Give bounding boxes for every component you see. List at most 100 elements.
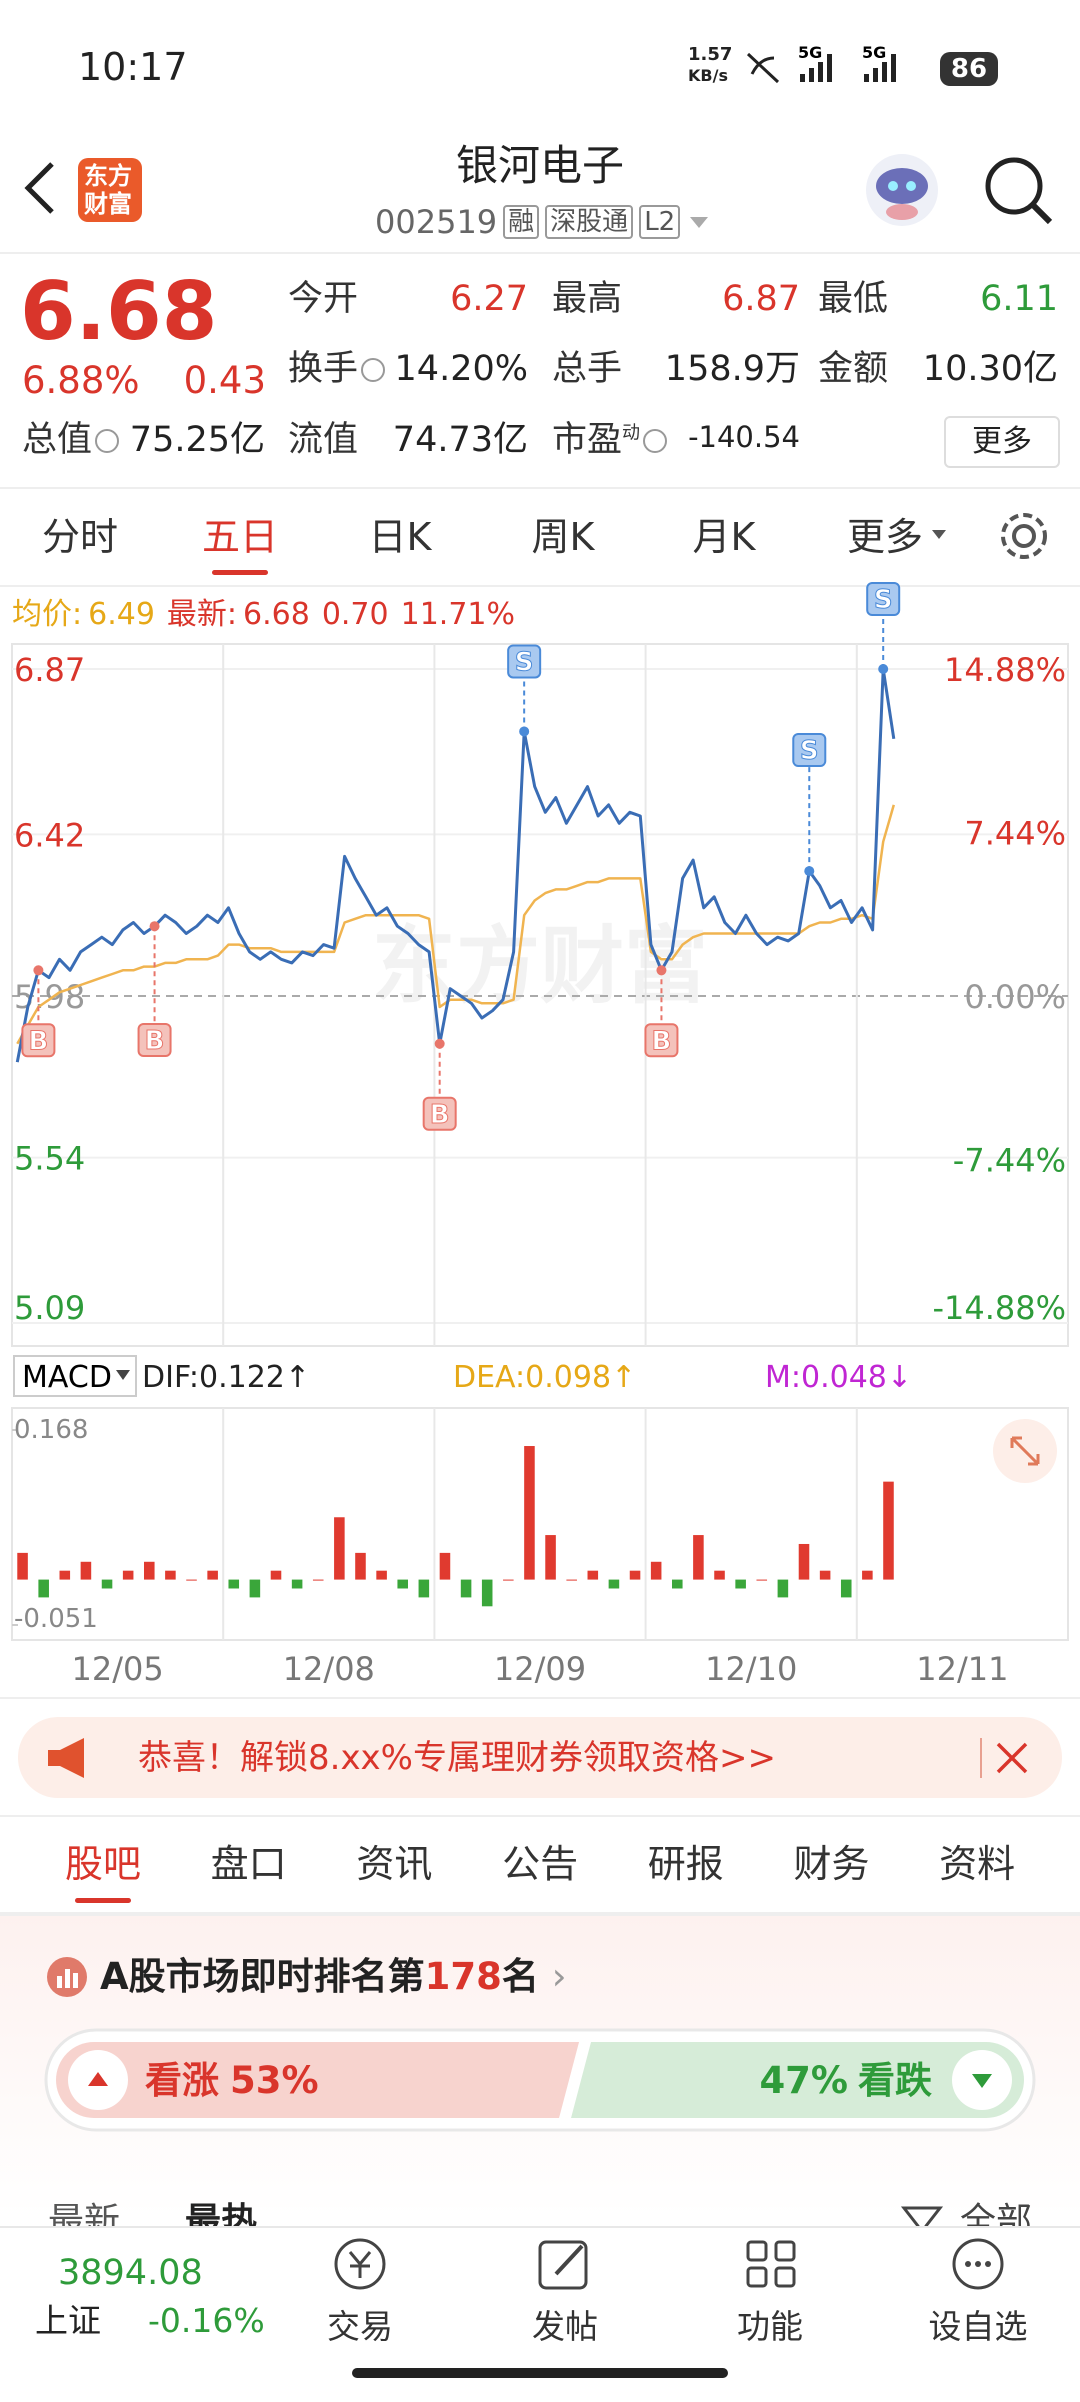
megaphone-icon [48, 1738, 84, 1778]
macd-bar [228, 1579, 240, 1589]
field-label-text: 市盈 [552, 420, 623, 460]
content-tab[interactable]: 资讯 [356, 1842, 433, 1886]
stock-tag: L2 [639, 205, 681, 239]
bull-pct: 53% [230, 2059, 319, 2102]
content-tab[interactable]: 股吧 [64, 1842, 141, 1886]
close-banner[interactable] [994, 1740, 1030, 1776]
period-change-pct: 11.71% [400, 597, 515, 632]
x-tick-label: 12/08 [283, 1650, 375, 1688]
nav-item[interactable]: 设自选 [928, 2307, 1028, 2346]
field-label: 今开 [288, 282, 358, 317]
price-line [16, 804, 896, 1045]
macd-bar [38, 1579, 49, 1598]
macd-bar [144, 1561, 155, 1580]
info-icon[interactable] [95, 429, 120, 453]
macd-bar [735, 1579, 746, 1589]
field-label: 市盈动 [552, 420, 668, 460]
macd-bar [503, 1579, 514, 1581]
y-tick-label: 6.87 [14, 651, 85, 689]
content-tab[interactable]: 盘口 [210, 1842, 287, 1886]
macd-bar [481, 1579, 493, 1607]
marker-dot [149, 921, 160, 932]
y-tick-label: 5.54 [14, 1140, 85, 1178]
field-value: 158.9万 [664, 349, 800, 389]
expand-icon [1010, 1436, 1040, 1466]
change-pct: 6.88% [22, 359, 140, 402]
period-tab[interactable]: 月K [692, 515, 756, 559]
period-tab[interactable]: 分时 [41, 515, 118, 559]
period-tab[interactable]: 更多 [846, 515, 923, 559]
marker-dot [519, 726, 530, 737]
svg-text:5G: 5G [798, 44, 822, 62]
search-button[interactable] [980, 152, 1056, 228]
macd-selector[interactable] [13, 1355, 137, 1397]
field-label: 最低 [818, 282, 888, 317]
bear-pct: 47% [759, 2059, 848, 2102]
latest-value: 6.68 [243, 597, 310, 632]
content-tab[interactable]: 财务 [793, 1842, 870, 1886]
avg-value: 6.49 [88, 597, 155, 632]
stock-code-row: 002519 融深股通 L2 [375, 203, 709, 241]
field-label: 金额 [818, 352, 888, 387]
nav-icons [334, 2238, 1004, 2290]
marker-label: S [874, 585, 893, 615]
field-label: 换手 [288, 352, 386, 387]
divider [0, 252, 1080, 254]
promo-banner[interactable] [18, 1717, 1062, 1798]
stock-code: 002519 [375, 203, 498, 241]
macd-frame [11, 1407, 1069, 1641]
period-tab[interactable]: 周K [531, 515, 595, 559]
settings-button[interactable] [996, 508, 1052, 564]
field-value: 74.73亿 [392, 420, 528, 460]
content-tab[interactable]: 公告 [502, 1842, 579, 1886]
macd-bar [418, 1579, 430, 1598]
ranking-line[interactable]: A股市场即时排名第178名 › [100, 1955, 567, 1998]
more-button[interactable]: 更多 [944, 416, 1060, 468]
content-tab[interactable]: 研报 [647, 1842, 724, 1886]
index-name: 上证 [35, 2301, 101, 2340]
field-label-text: 总值 [22, 420, 93, 460]
macd-bar [608, 1579, 620, 1589]
field-value: 10.30亿 [922, 349, 1058, 389]
y2-tick-label: -14.88% [932, 1289, 1066, 1327]
x-tick-label: 12/10 [705, 1650, 797, 1688]
app-logo[interactable] [78, 158, 142, 222]
macd-bar [672, 1579, 683, 1589]
index-value[interactable]: 3894.08 [58, 2253, 203, 2293]
latest-label: 最新: [166, 597, 238, 632]
logo-text: 东方 [84, 162, 132, 190]
y2-tick-label: 0.00% [964, 978, 1066, 1016]
field-label-text: 最低 [818, 279, 889, 319]
macd-bar [883, 1481, 894, 1580]
bull-segment [56, 2042, 580, 2118]
field-label-text: 今开 [288, 279, 359, 319]
content-tab[interactable]: 资料 [939, 1842, 1016, 1886]
field-label: 总值 [22, 420, 120, 460]
info-icon[interactable] [643, 429, 668, 453]
macd-bar [186, 1579, 197, 1581]
marker-label: B [652, 1026, 672, 1056]
ranking-text: A股市场即时排名第 [100, 1955, 425, 1998]
tag-dropdown[interactable] [690, 216, 709, 228]
nav-item[interactable]: 功能 [737, 2307, 803, 2346]
period-tab[interactable]: 日K [368, 515, 432, 559]
nav-item[interactable]: 交易 [327, 2307, 393, 2346]
macd-bar [693, 1535, 704, 1580]
stock-tag: 融 [503, 205, 540, 239]
robot-avatar[interactable] [862, 150, 942, 230]
divider [0, 1815, 1080, 1817]
nav-item[interactable]: 发帖 [532, 2307, 598, 2346]
macd-name: MACD [22, 1360, 112, 1395]
marker-badge [21, 1023, 56, 1058]
bull-label: 看涨 [145, 2059, 219, 2102]
y-tick-label: 5.98 [14, 978, 85, 1016]
back-button[interactable] [20, 160, 60, 216]
field-label-text: 流值 [288, 420, 359, 460]
y-tick-label: 5.09 [14, 1289, 85, 1327]
info-icon[interactable] [361, 358, 386, 382]
macd-bar [714, 1570, 725, 1580]
period-tab[interactable]: 五日 [201, 515, 278, 559]
macd-bar [101, 1579, 113, 1589]
y2-tick-label: 14.88% [944, 651, 1066, 689]
logo-text: 财富 [84, 190, 132, 218]
